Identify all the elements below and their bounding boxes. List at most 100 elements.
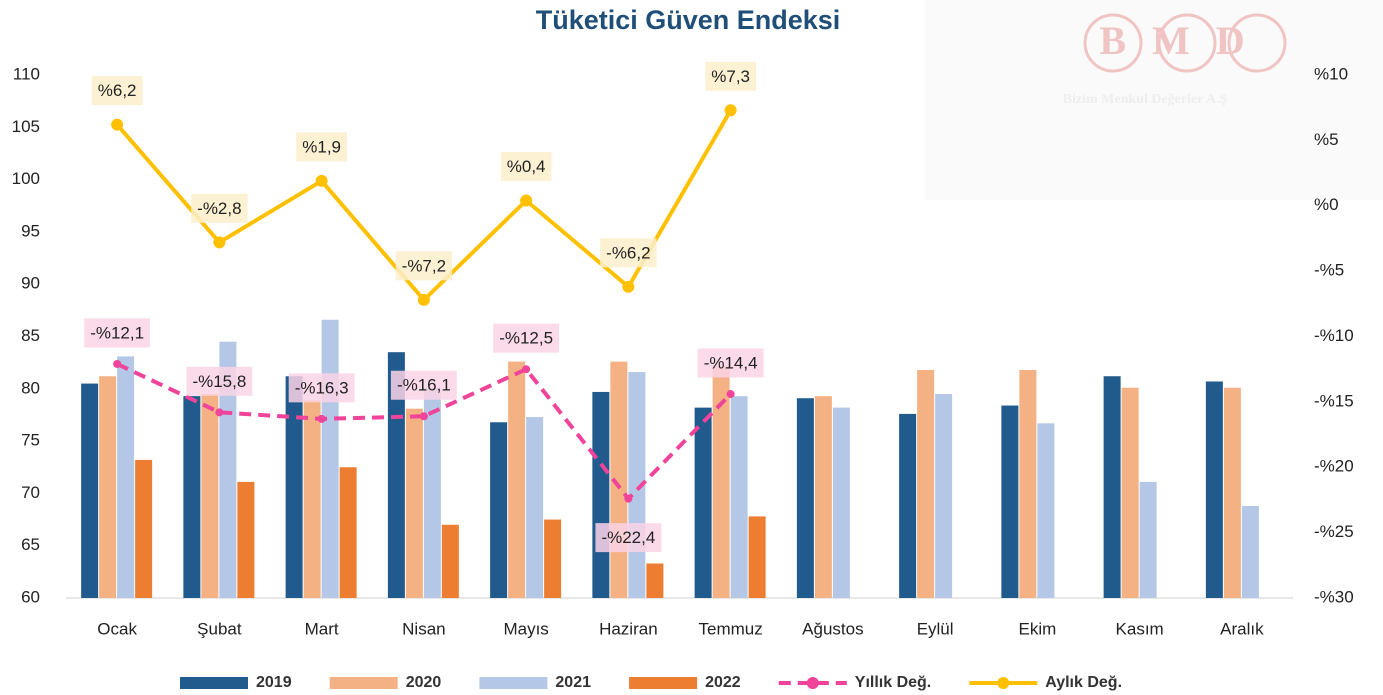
- bar: [405, 408, 423, 598]
- data-label-bg: [600, 238, 657, 268]
- data-label: -%15,8: [192, 372, 246, 391]
- legend-label: 2019: [256, 674, 292, 691]
- legend-swatch: [997, 677, 1010, 689]
- bar: [339, 467, 357, 598]
- y-tick-label: 70: [21, 483, 40, 502]
- bar: [712, 365, 730, 598]
- x-tick-label: Kasım: [1116, 619, 1164, 638]
- y-tick-label: 75: [21, 431, 40, 450]
- x-tick-label: Mart: [305, 619, 339, 638]
- bar: [423, 387, 441, 598]
- bar: [387, 352, 405, 598]
- data-label: %0,4: [507, 157, 546, 176]
- y2-tick-label: -%25: [1314, 522, 1354, 541]
- data-label-bg: [191, 193, 248, 223]
- point: [113, 359, 122, 368]
- bar: [1223, 387, 1241, 598]
- point: [419, 412, 428, 421]
- legend-swatch: [806, 677, 819, 689]
- legend-swatch: [479, 677, 548, 689]
- point: [724, 104, 737, 117]
- bar: [748, 516, 766, 598]
- data-label-bg: [91, 76, 143, 106]
- point: [417, 293, 430, 306]
- data-label-bg: [705, 61, 756, 91]
- data-label-bg: [186, 366, 253, 396]
- bar: [219, 341, 237, 598]
- point: [622, 280, 635, 293]
- bar: [917, 369, 935, 598]
- bar: [814, 396, 832, 598]
- bar: [117, 356, 135, 598]
- point: [215, 408, 224, 417]
- point: [317, 414, 326, 423]
- y2-tick-label: -%15: [1314, 391, 1354, 410]
- bar: [1139, 481, 1157, 598]
- y-tick-label: 110: [13, 64, 40, 83]
- point: [111, 118, 124, 131]
- bar: [796, 398, 814, 598]
- bar: [508, 361, 526, 598]
- bar: [135, 459, 153, 598]
- x-tick-label: Aralık: [1220, 619, 1264, 638]
- bar: [526, 417, 544, 598]
- bar: [183, 396, 201, 598]
- legend-label: 2021: [555, 674, 591, 691]
- data-label: -%22,4: [601, 528, 655, 547]
- bar: [81, 383, 99, 598]
- bar: [303, 400, 321, 598]
- bar: [832, 407, 850, 598]
- y2-tick-label: %0: [1314, 195, 1339, 214]
- point: [213, 236, 226, 249]
- y-tick-label: 90: [21, 274, 40, 293]
- data-label-bg: [697, 348, 764, 378]
- x-tick-label: Nisan: [402, 619, 445, 638]
- data-label: -%14,4: [704, 354, 758, 373]
- x-tick-label: Mayıs: [503, 619, 548, 638]
- x-tick-label: Eylül: [917, 619, 954, 638]
- y2-tick-label: -%5: [1314, 261, 1344, 280]
- logo-ring: [1083, 13, 1143, 73]
- data-label: -%16,3: [295, 378, 349, 397]
- point: [522, 365, 531, 374]
- chart-title: Tüketici Güven Endeksi: [536, 5, 841, 35]
- bar: [1001, 405, 1019, 598]
- data-label: -%12,5: [499, 329, 553, 348]
- point: [520, 194, 533, 207]
- bar: [1241, 505, 1259, 598]
- data-label: %6,2: [98, 81, 137, 100]
- point: [726, 390, 735, 399]
- logo-ring: [1227, 13, 1287, 73]
- data-label-bg: [595, 523, 662, 553]
- logo-ring: [1157, 13, 1217, 73]
- legend-label: Yıllık Değ.: [855, 674, 931, 691]
- data-label-bg: [288, 373, 355, 403]
- point: [315, 174, 328, 187]
- bar: [321, 319, 339, 598]
- point: [624, 494, 633, 503]
- bar: [1037, 423, 1055, 598]
- bar: [899, 413, 917, 598]
- legend-swatch: [629, 677, 698, 689]
- data-label-bg: [493, 323, 560, 353]
- y-tick-label: 100: [12, 169, 40, 188]
- data-label-bg: [390, 370, 457, 400]
- watermark-logo: BMD: [1099, 18, 1270, 63]
- bar: [646, 563, 664, 598]
- data-label-bg: [500, 152, 552, 182]
- legend-swatch: [329, 677, 398, 689]
- y2-tick-label: -%20: [1314, 457, 1354, 476]
- data-label: %1,9: [302, 137, 341, 156]
- y-tick-label: 65: [21, 535, 40, 554]
- bar: [201, 394, 219, 598]
- bar: [490, 422, 508, 598]
- data-label-bg: [395, 251, 453, 281]
- y-tick-label: 95: [21, 221, 40, 240]
- bar: [544, 519, 562, 598]
- bar: [1121, 387, 1139, 598]
- y-tick-label: 105: [12, 117, 40, 136]
- x-tick-label: Ocak: [97, 619, 137, 638]
- data-label: -%12,1: [90, 323, 144, 342]
- y2-tick-label: -%10: [1314, 326, 1354, 345]
- y-tick-label: 85: [21, 326, 40, 345]
